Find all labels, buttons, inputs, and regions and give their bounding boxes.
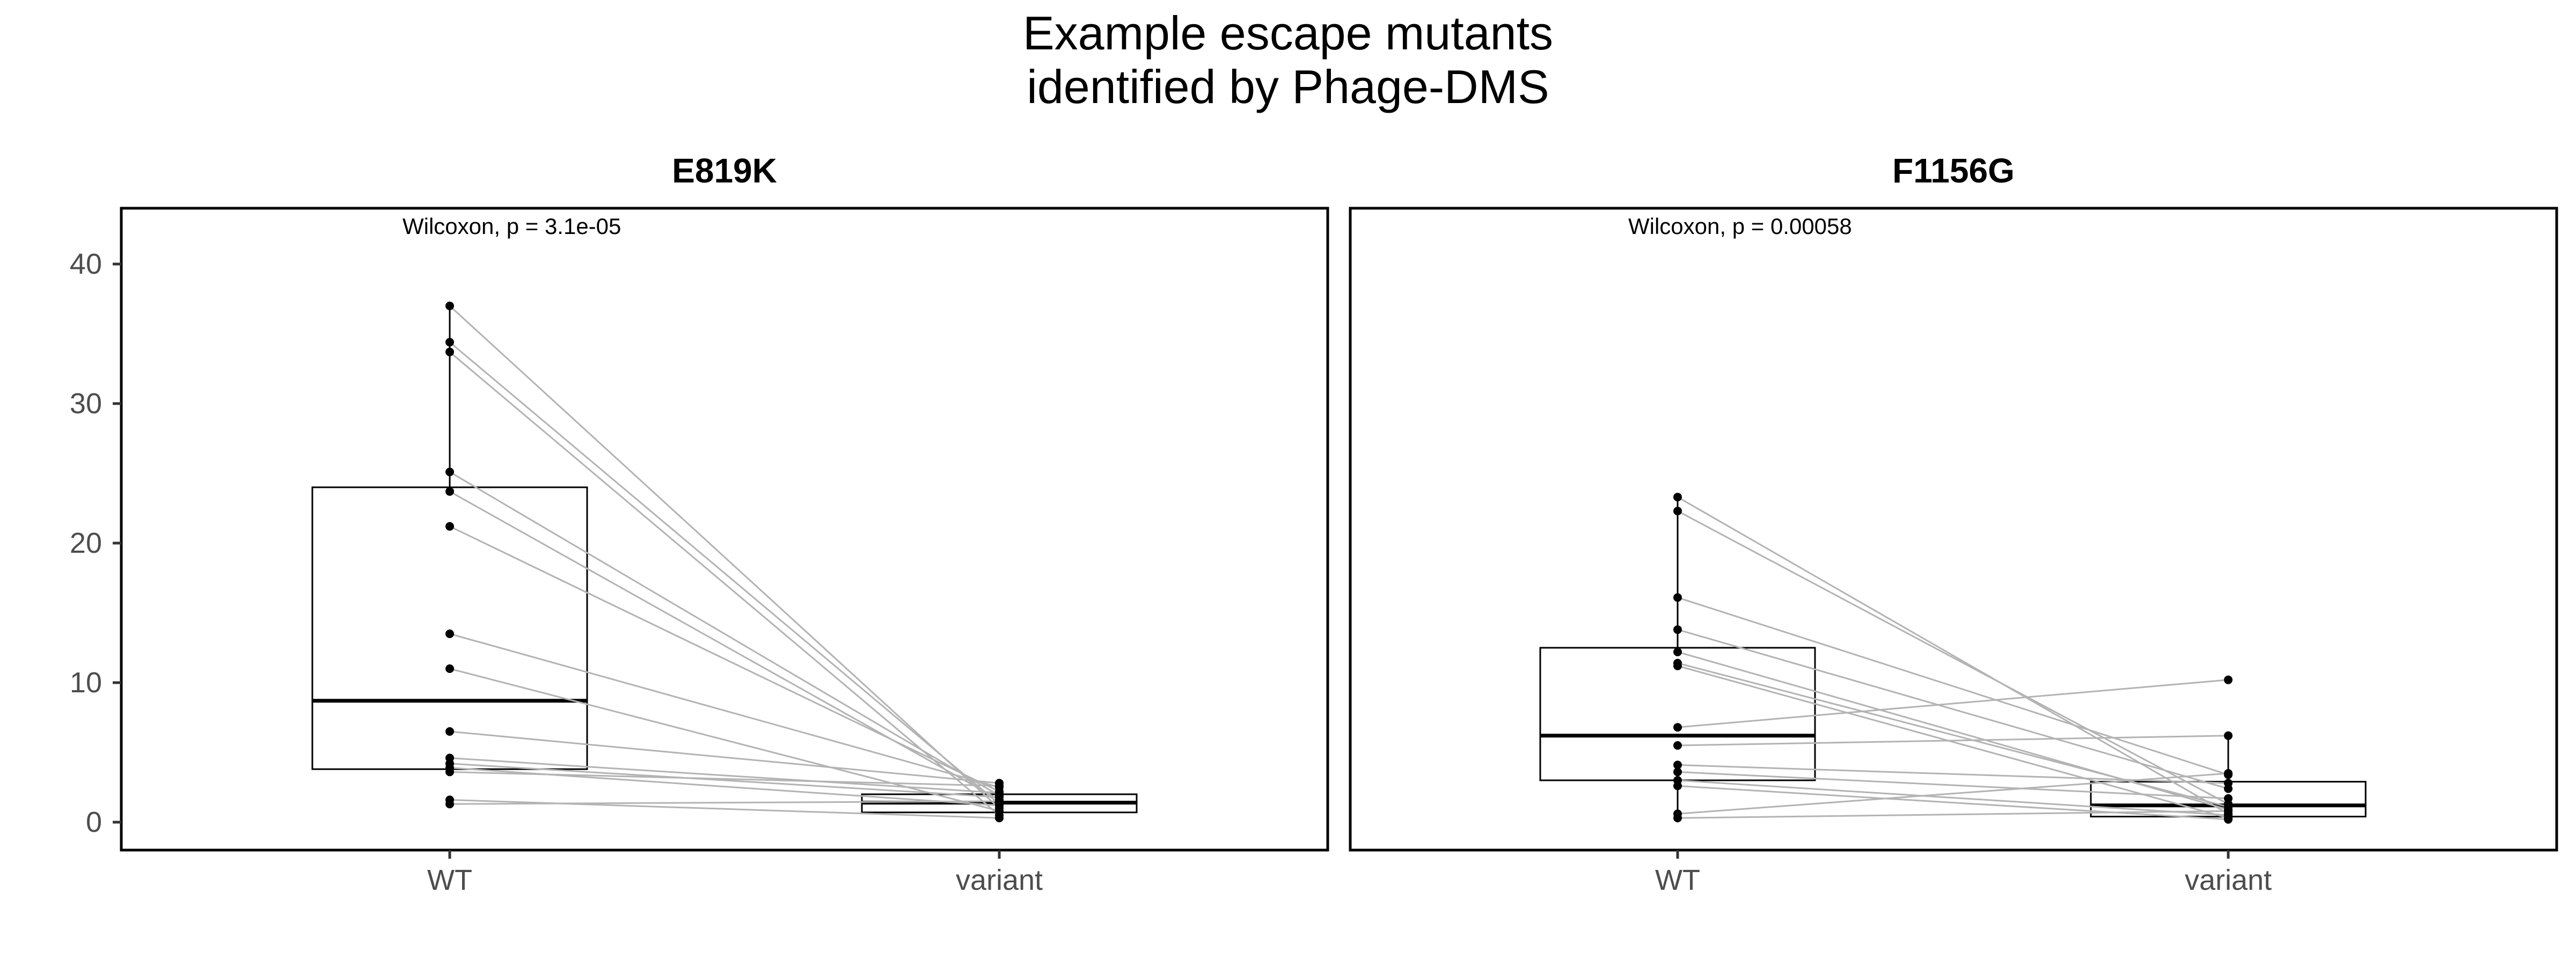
panel-frame-e819k [120, 207, 1329, 852]
wt-point [445, 487, 454, 496]
wt-point [445, 630, 454, 638]
paired-line [1677, 771, 2229, 800]
wt-point [1673, 723, 1682, 732]
x-tick-label-variant: variant [956, 864, 1043, 896]
paired-line [1677, 679, 2229, 728]
wt-point [1673, 593, 1682, 602]
y-tick-label: 0 [86, 806, 102, 838]
wt-point [1673, 647, 1682, 656]
wt-point [445, 664, 454, 673]
paired-line [449, 491, 1000, 801]
panel-frame-f1156g [1349, 207, 2558, 852]
wt-point [445, 302, 454, 310]
panel-f1156g: WT variant [1539, 493, 2367, 896]
paired-line [1677, 735, 2229, 747]
paired-line [1677, 785, 2229, 821]
y-tick-label: 20 [70, 527, 102, 559]
paired-line [449, 305, 1000, 809]
paired-line [1677, 510, 2229, 805]
variant-point [2224, 731, 2233, 740]
paired-line [449, 800, 1000, 805]
paired-line [449, 341, 1000, 805]
boxplot-wt [311, 306, 588, 770]
paired-line [449, 525, 1000, 793]
paired-line [449, 471, 1000, 796]
panel-title-f1156g: F1156G [1892, 151, 2015, 190]
wilcoxon-annotation-e819k: Wilcoxon, p = 3.1e-05 [402, 214, 621, 239]
wt-point [445, 347, 454, 356]
paired-line [449, 730, 1000, 784]
x-tick-label-variant: variant [2185, 864, 2272, 896]
variant-point [2224, 769, 2233, 778]
wt-point [445, 767, 454, 777]
paired-line [1677, 628, 2229, 790]
wilcoxon-annotation-f1156g: Wilcoxon, p = 0.00058 [1628, 214, 1852, 239]
paired-line [1677, 810, 2229, 819]
paired-line [449, 763, 1000, 798]
paired-line [1677, 665, 2229, 819]
wt-point [1673, 760, 1682, 770]
variant-point [2224, 807, 2233, 816]
wt-point [445, 467, 454, 477]
paired-line [1677, 779, 2229, 816]
wt-point [1673, 767, 1682, 777]
wt-point [445, 522, 454, 531]
paired-line [449, 633, 1000, 788]
wt-point [445, 338, 454, 347]
y-tick-label: 10 [70, 667, 102, 699]
panel-title-e819k: E819K [672, 151, 777, 190]
chart-title: Example escape mutants identified by Pha… [0, 6, 2576, 114]
paired-line [1677, 772, 2229, 815]
wt-point [1673, 661, 1682, 670]
paired-line [1677, 496, 2229, 815]
wt-point [1673, 781, 1682, 791]
variant-point [2224, 815, 2233, 824]
wt-point [445, 727, 454, 736]
paired-line [1677, 596, 2229, 776]
paired-line [449, 757, 1000, 794]
panel-e819k: WT variant [311, 302, 1138, 896]
variant-point [2224, 794, 2233, 803]
wt-point [1673, 507, 1682, 516]
wt-point [1673, 625, 1682, 634]
variant-point [995, 797, 1004, 806]
variant-point [2224, 675, 2233, 684]
wt-point [1673, 741, 1682, 750]
paired-line [449, 351, 1000, 816]
y-axis: 0 10 20 30 40 [70, 248, 121, 838]
wt-point [1673, 814, 1682, 823]
chart-title-line1: Example escape mutants [1022, 6, 1554, 60]
variant-point [995, 814, 1004, 823]
paired-line [449, 771, 1000, 787]
wt-point [1673, 493, 1682, 502]
y-tick-label: 40 [70, 248, 102, 280]
paired-line [1677, 662, 2229, 808]
y-tick-label: 30 [70, 387, 102, 420]
x-tick-label-wt: WT [1655, 864, 1700, 896]
wt-point [445, 800, 454, 809]
x-tick-label-wt: WT [427, 864, 472, 896]
chart-title-line2: identified by Phage-DMS [1027, 60, 1549, 113]
variant-point [2224, 779, 2233, 788]
variant-point [995, 781, 1004, 791]
